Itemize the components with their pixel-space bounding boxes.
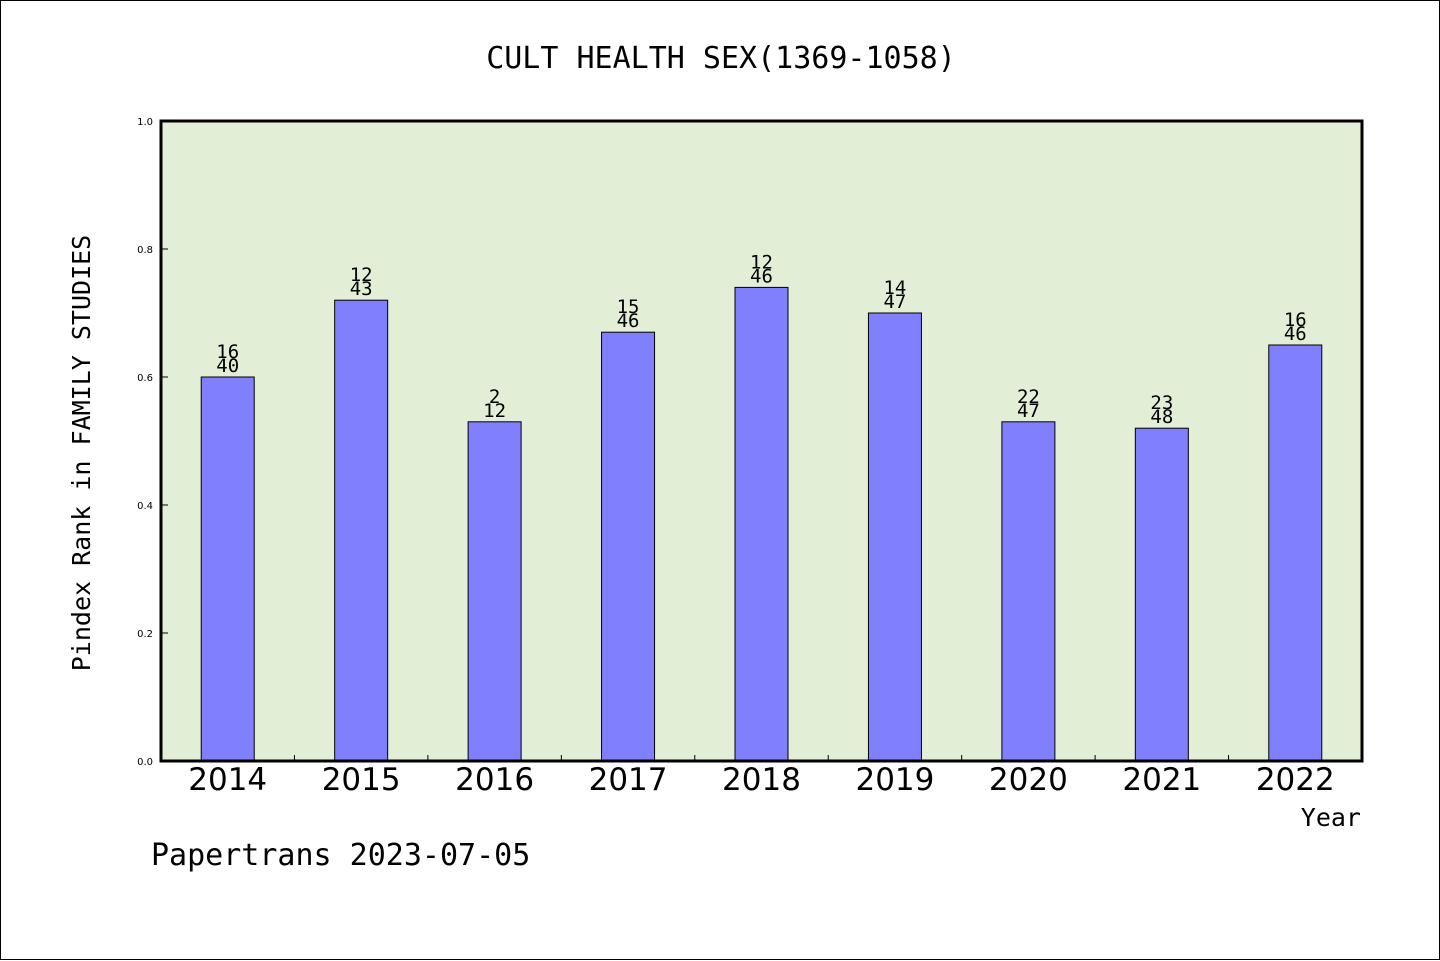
bar-2020: [1001, 421, 1056, 762]
bar-label-bottom: 12: [483, 400, 506, 422]
bar-2017: [601, 331, 656, 762]
bar-label-top: 16: [1284, 309, 1307, 331]
x-tick-label: 2022: [1256, 762, 1335, 798]
x-axis-label: Year: [1301, 803, 1361, 832]
y-axis-label: Pindex Rank in FAMILY STUDIES: [67, 235, 96, 672]
y-tick-label: 0.8: [137, 245, 153, 256]
x-tick-label: 2015: [322, 762, 401, 798]
bar-2015: [334, 299, 389, 762]
x-tick-label: 2018: [722, 762, 801, 798]
footer-text: Papertrans 2023-07-05: [151, 838, 530, 873]
bar-label-bottom: 43: [350, 278, 373, 300]
y-tick-label: 0.6: [137, 373, 153, 384]
bar-2019: [867, 312, 922, 762]
chart-title: CULT HEALTH SEX(1369-1058): [486, 41, 956, 76]
bar-label-bottom: 47: [1017, 400, 1040, 422]
bar-2021: [1134, 427, 1189, 762]
bar-label-top: 23: [1150, 392, 1173, 414]
bar-label-top: 14: [883, 277, 906, 299]
x-tick-label: 2017: [589, 762, 668, 798]
bar-label-top: 12: [350, 264, 373, 286]
x-tick-label: 2016: [455, 762, 534, 798]
plot-border: [159, 119, 1364, 763]
x-tick-label: 2019: [855, 762, 934, 798]
bars: [200, 286, 1323, 762]
x-axis: 2014 2015 2016 2017 2018 2019 2020 2021 2022: [188, 755, 1335, 798]
y-tick-label: 0.4: [137, 501, 153, 512]
bar-label-top: 2: [489, 386, 500, 408]
bar-label-top: 12: [750, 251, 773, 273]
bar-2022: [1268, 344, 1323, 762]
bar-2016: [467, 421, 522, 762]
y-tick-label: 1.0: [137, 117, 153, 128]
x-tick-label: 2021: [1122, 762, 1201, 798]
bar-label-bottom: 46: [750, 265, 773, 287]
x-tick-label: 2020: [989, 762, 1068, 798]
x-tick-label: 2014: [188, 762, 267, 798]
bar-2014: [200, 376, 255, 762]
bar-label-bottom: 48: [1150, 406, 1173, 428]
y-tick-label: 0.0: [137, 757, 153, 768]
bar-label-top: 22: [1017, 386, 1040, 408]
bar-label-bottom: 47: [883, 291, 906, 313]
bar-label-bottom: 40: [216, 355, 239, 377]
bar-2018: [734, 286, 789, 762]
y-tick-label: 0.2: [137, 629, 153, 640]
bar-label-bottom: 46: [1284, 323, 1307, 345]
bar-label-bottom: 46: [617, 310, 640, 332]
bar-label-top: 15: [617, 296, 640, 318]
bar-label-top: 16: [216, 341, 239, 363]
